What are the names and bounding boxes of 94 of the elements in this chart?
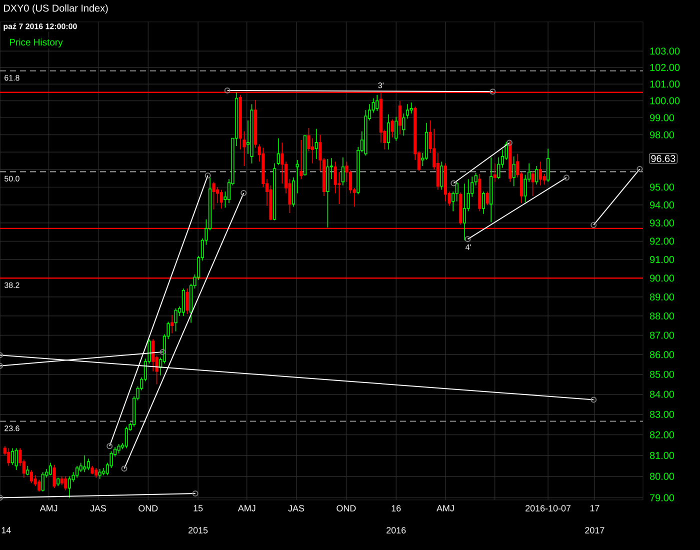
- x-tick-label: 17: [590, 505, 600, 512]
- candlestick: [68, 476, 71, 498]
- y-tick-label: 100.00: [650, 97, 680, 104]
- y-tick-label: 95.00: [650, 184, 674, 191]
- candlestick: [220, 189, 223, 209]
- candlestick: [462, 183, 466, 241]
- candlestick: [546, 148, 550, 182]
- y-tick-label: 92.00: [650, 238, 674, 245]
- x-tick-label: OND: [138, 505, 158, 512]
- candlestick: [38, 479, 41, 492]
- candlestick: [474, 172, 478, 186]
- y-tick-label: 103.00: [650, 48, 680, 55]
- candlestick: [314, 128, 318, 160]
- candlestick: [182, 288, 185, 316]
- x-tick-label: 16: [392, 505, 401, 512]
- candlestick: [394, 116, 398, 142]
- y-tick-label: 98.00: [650, 131, 674, 138]
- candlestick: [64, 476, 68, 491]
- candlestick: [170, 314, 174, 334]
- candlestick: [497, 156, 500, 180]
- candlestick: [26, 465, 30, 476]
- candlestick: [292, 177, 296, 208]
- y-tick-label: 83.00: [650, 410, 674, 418]
- candlestick: [76, 465, 79, 478]
- candlestick: [124, 426, 128, 449]
- candlestick: [376, 94, 379, 112]
- y-tick-label: 90.00: [650, 274, 674, 282]
- candlestick: [117, 444, 120, 454]
- y-tick-label: 91.00: [650, 256, 674, 264]
- candlestick: [280, 142, 284, 184]
- x-tick-label: AMJ: [436, 505, 454, 512]
- x-tick-label: JAS: [288, 505, 304, 512]
- candlestick: [531, 170, 534, 196]
- candlestick: [538, 161, 542, 186]
- x-tick-label: AMJ: [238, 505, 256, 512]
- candlestick: [341, 156, 344, 186]
- candlestick: [151, 338, 155, 372]
- chart-title: DXY0 (US Dollar Index): [4, 4, 108, 14]
- x-tick-label: 15: [194, 505, 203, 512]
- x2-tick-label: 2016: [386, 527, 406, 534]
- candlestick: [30, 470, 34, 484]
- candlestick: [7, 448, 10, 466]
- candlestick: [216, 186, 220, 204]
- candlestick: [94, 468, 98, 478]
- candlestick: [398, 100, 402, 134]
- candlestick: [300, 140, 303, 180]
- candlestick: [535, 166, 538, 185]
- y-tick-label: 102.00: [650, 64, 680, 71]
- candlestick: [410, 102, 413, 114]
- x-tick-label: OND: [336, 505, 356, 512]
- candlestick: [276, 138, 280, 166]
- y-tick-label: 99.00: [650, 114, 674, 122]
- y-tick-label: 85.00: [650, 370, 674, 378]
- y-tick-label: 86.00: [650, 351, 674, 358]
- text: 96.63: [651, 155, 676, 162]
- candlestick: [493, 163, 496, 182]
- candlestick: [386, 114, 390, 150]
- candlestick: [440, 161, 444, 190]
- candlestick: [311, 138, 314, 164]
- candlestick: [390, 119, 394, 138]
- candlestick: [14, 448, 18, 470]
- y-tick-label: 79.00: [650, 494, 674, 502]
- candlestick: [486, 191, 489, 206]
- y-tick-label: 87.00: [650, 332, 674, 339]
- candlestick: [52, 464, 56, 489]
- y-tick-label: 82.00: [650, 431, 674, 438]
- candlestick: [83, 455, 86, 473]
- candlestick: [296, 160, 299, 194]
- candlestick: [186, 288, 189, 314]
- candlestick: [512, 156, 516, 187]
- x2-tick-label: 14: [2, 527, 11, 534]
- candlestick: [482, 191, 486, 214]
- candlestick: [174, 308, 178, 332]
- candlestick: [48, 462, 52, 476]
- x2-tick-label: 2015: [188, 527, 208, 534]
- x2-tick-label: 2017: [585, 527, 604, 534]
- y-tick-label: 101.00: [650, 80, 680, 88]
- candlestick: [10, 448, 14, 466]
- x-tick-label: AMJ: [40, 505, 58, 512]
- candlestick: [212, 181, 216, 210]
- y-tick-label: 80.00: [650, 472, 674, 480]
- y-tick-label: 94.00: [650, 201, 674, 208]
- text: Price History: [10, 38, 63, 48]
- y-tick-label: 81.00: [650, 452, 674, 459]
- y-tick-label: 88.00: [650, 312, 674, 320]
- x-tick-label: JAS: [90, 505, 106, 512]
- y-tick-label: 89.00: [650, 293, 674, 301]
- candlestick: [98, 468, 102, 480]
- candlestick: [41, 472, 44, 492]
- y-tick-label: 84.00: [650, 390, 674, 398]
- candlestick: [455, 181, 458, 202]
- x-tick-label: 2016-10-07: [526, 505, 571, 512]
- candlestick: [86, 458, 90, 470]
- y-tick-label: 93.00: [650, 219, 674, 226]
